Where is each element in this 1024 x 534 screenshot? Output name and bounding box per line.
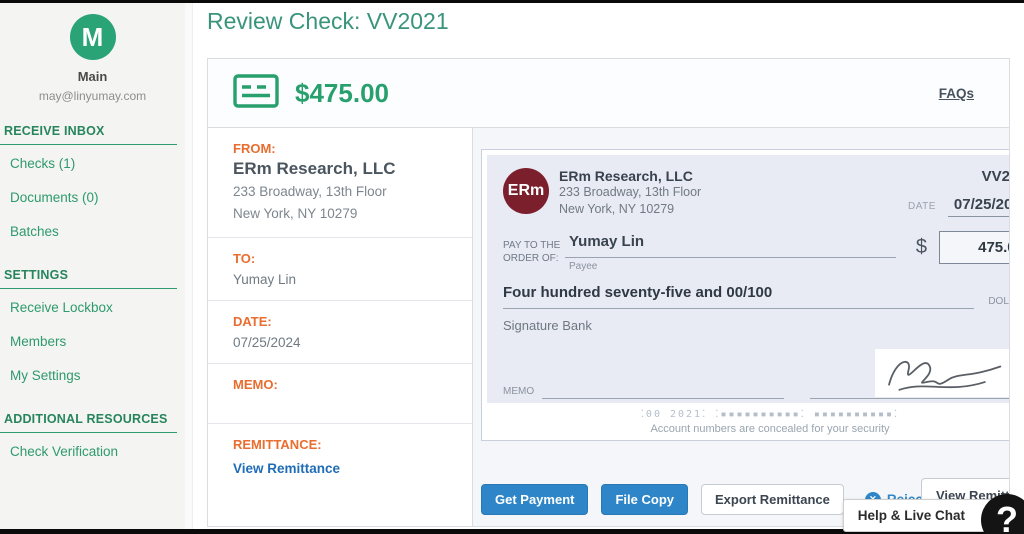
micr-line: ⁚00 2021⁚ ⁚▪▪▪▪▪▪▪▪▪▪⁚ ▪▪▪▪▪▪▪▪▪▪⁚ bbox=[640, 408, 900, 420]
memo-section: MEMO: bbox=[208, 364, 472, 425]
from-name: ERm Research, LLC bbox=[233, 159, 396, 178]
payer-name: ERm Research, LLC bbox=[559, 168, 693, 184]
check-micr-strip: ⁚00 2021⁚ ⁚▪▪▪▪▪▪▪▪▪▪⁚ ▪▪▪▪▪▪▪▪▪▪⁚ Accou… bbox=[487, 402, 1009, 440]
sidebar-scrollbar-track[interactable] bbox=[185, 3, 193, 529]
payee-caption: Payee bbox=[569, 260, 598, 272]
nav-section-additional-resources: ADDITIONAL RESOURCES Check Verification bbox=[0, 412, 185, 467]
signature-line bbox=[810, 348, 1009, 399]
sidebar-item-members[interactable]: Members bbox=[10, 334, 67, 349]
avatar[interactable]: M bbox=[69, 14, 116, 60]
amount-words-row: Four hundred seventy-five and 00/100 DOL… bbox=[503, 284, 1009, 309]
from-address-line2: New York, NY 10279 bbox=[233, 205, 358, 221]
check-number: VV2021 bbox=[981, 168, 1010, 185]
check-preview-area: ERm ERm Research, LLC 233 Broadway, 13th… bbox=[473, 128, 1009, 526]
payee-block: Yumay Lin Payee bbox=[565, 233, 896, 272]
bank-name: Signature Bank bbox=[503, 317, 592, 333]
signature-image bbox=[875, 348, 1009, 397]
memo-label: MEMO: bbox=[233, 377, 278, 393]
nav-section-settings: SETTINGS Receive Lockbox Members My Sett… bbox=[0, 268, 185, 391]
export-remittance-button[interactable]: Export Remittance bbox=[701, 484, 844, 515]
sidebar-item-batches[interactable]: Batches bbox=[10, 224, 59, 239]
sidebar-item-checks[interactable]: Checks (1) bbox=[10, 156, 76, 171]
nav-header-additional-resources: ADDITIONAL RESOURCES bbox=[0, 412, 177, 433]
pay-to-label-line1: PAY TO THE bbox=[503, 239, 561, 251]
to-value: Yumay Lin bbox=[233, 272, 297, 288]
check-icon bbox=[233, 73, 279, 113]
sidebar-item-receive-lockbox[interactable]: Receive Lockbox bbox=[10, 300, 113, 315]
from-address: 233 Broadway, 13th Floor New York, NY 10… bbox=[233, 181, 456, 224]
sidebar-item-my-settings[interactable]: My Settings bbox=[10, 368, 81, 383]
profile-name: Main bbox=[77, 69, 108, 84]
pay-to-row: PAY TO THE ORDER OF: Yumay Lin Payee $ 4… bbox=[503, 230, 1009, 274]
payer-block: ERm Research, LLC 233 Broadway, 13th Flo… bbox=[559, 168, 701, 218]
from-address-line1: 233 Broadway, 13th Floor bbox=[233, 184, 387, 199]
memo-signature-row: MEMO bbox=[503, 337, 1009, 399]
file-copy-button[interactable]: File Copy bbox=[601, 484, 688, 515]
sidebar-item-check-verification[interactable]: Check Verification bbox=[10, 444, 119, 459]
check-date-value: 07/25/2024 bbox=[947, 196, 1009, 217]
nav-section-receive-inbox: RECEIVE INBOX Checks (1) Documents (0) B… bbox=[0, 124, 185, 247]
nav-header-receive-inbox: RECEIVE INBOX bbox=[0, 124, 177, 145]
get-payment-button[interactable]: Get Payment bbox=[481, 484, 589, 515]
page-title: Review Check: VV2021 bbox=[207, 8, 449, 34]
payer-address: 233 Broadway, 13th Floor New York, NY 10… bbox=[559, 184, 701, 218]
amount-box: 475.00 bbox=[939, 230, 1009, 264]
pay-to-label-line2: ORDER OF: bbox=[503, 253, 559, 265]
profile-email: may@linyumay.com bbox=[38, 89, 147, 103]
bottom-window-edge bbox=[0, 529, 1024, 534]
date-value: 07/25/2024 bbox=[233, 335, 301, 351]
from-section: FROM: ERm Research, LLC 233 Broadway, 13… bbox=[208, 128, 472, 239]
card-header: $475.00 FAQs bbox=[208, 59, 1009, 128]
remittance-section: REMITTANCE: View Remittance bbox=[208, 424, 472, 491]
amount-words: Four hundred seventy-five and 00/100 bbox=[503, 284, 975, 309]
payer-address-line1: 233 Broadway, 13th Floor bbox=[559, 185, 702, 199]
nav-header-settings: SETTINGS bbox=[0, 268, 177, 289]
view-remittance-link[interactable]: View Remittance bbox=[233, 461, 341, 477]
review-check-card: $475.00 FAQs FROM: ERm Research, LLC 233… bbox=[207, 58, 1010, 527]
payer-logo: ERm bbox=[503, 168, 549, 214]
security-note: Account numbers are concealed for your s… bbox=[650, 422, 890, 435]
card-body: FROM: ERm Research, LLC 233 Broadway, 13… bbox=[208, 128, 1009, 526]
check-header-row: ERm ERm Research, LLC 233 Broadway, 13th… bbox=[503, 168, 1010, 218]
pay-to-label: PAY TO THE ORDER OF: bbox=[503, 239, 565, 266]
check-face: ERm ERm Research, LLC 233 Broadway, 13th… bbox=[487, 155, 1010, 403]
dollar-sign: $ bbox=[915, 235, 927, 258]
memo-line bbox=[542, 397, 784, 399]
to-section: TO: Yumay Lin bbox=[208, 238, 472, 302]
from-label: FROM: bbox=[233, 141, 276, 156]
payer-address-line2: New York, NY 10279 bbox=[559, 201, 675, 216]
dollars-label: DOLLARS bbox=[988, 295, 1009, 307]
date-section: DATE: 07/25/2024 bbox=[208, 301, 472, 365]
faqs-link[interactable]: FAQs bbox=[938, 85, 974, 101]
question-mark-icon[interactable]: ? bbox=[981, 494, 1024, 534]
check-amount: $475.00 bbox=[295, 77, 389, 108]
check-memo-label: MEMO bbox=[503, 385, 535, 397]
to-label: TO: bbox=[233, 251, 256, 267]
date-label: DATE: bbox=[233, 314, 272, 330]
sidebar-item-documents[interactable]: Documents (0) bbox=[10, 190, 99, 205]
remittance-label: REMITTANCE: bbox=[233, 437, 322, 453]
check-details-panel: FROM: ERm Research, LLC 233 Broadway, 13… bbox=[208, 128, 473, 526]
check-image: ERm ERm Research, LLC 233 Broadway, 13th… bbox=[481, 149, 1010, 441]
check-date-label: DATE bbox=[907, 201, 936, 212]
check-number-block: VV2021 DATE 07/25/2024 bbox=[907, 168, 1010, 218]
top-window-edge bbox=[0, 0, 1024, 3]
check-date-row: DATE 07/25/2024 bbox=[907, 196, 1009, 217]
payee-name: Yumay Lin bbox=[565, 233, 896, 258]
memo-value bbox=[233, 392, 456, 410]
sidebar: M Main may@linyumay.com RECEIVE INBOX Ch… bbox=[0, 3, 185, 529]
